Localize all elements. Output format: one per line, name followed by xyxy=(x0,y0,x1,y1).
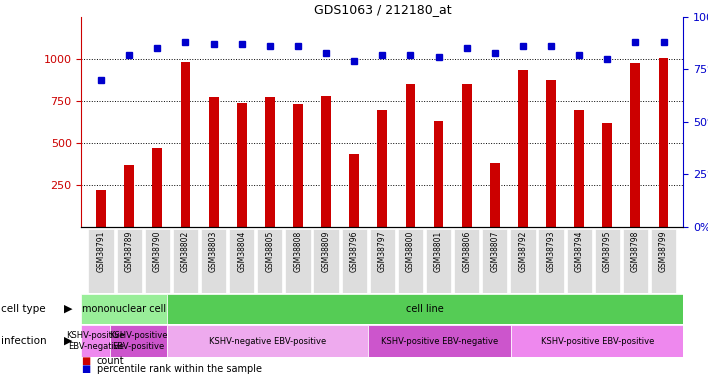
Text: mononuclear cell: mononuclear cell xyxy=(82,304,166,314)
Bar xyxy=(314,229,338,292)
Bar xyxy=(293,104,303,227)
Bar xyxy=(398,229,423,292)
Bar xyxy=(181,62,190,227)
Text: KSHV-positive EBV-positive: KSHV-positive EBV-positive xyxy=(541,337,654,346)
Bar xyxy=(658,58,668,227)
Bar xyxy=(88,229,114,292)
Bar xyxy=(209,97,219,227)
Bar xyxy=(81,325,110,357)
Text: KSHV-positive
EBV-negative: KSHV-positive EBV-negative xyxy=(67,332,125,351)
Bar xyxy=(117,229,142,292)
Bar xyxy=(490,163,500,227)
Title: GDS1063 / 212180_at: GDS1063 / 212180_at xyxy=(314,3,451,16)
Bar xyxy=(265,97,275,227)
Bar xyxy=(167,325,368,357)
Bar xyxy=(229,229,254,292)
Bar xyxy=(257,229,282,292)
Text: KSHV-positive EBV-negative: KSHV-positive EBV-negative xyxy=(381,337,498,346)
Text: GSM38790: GSM38790 xyxy=(153,231,162,272)
Bar xyxy=(603,123,612,227)
Text: infection: infection xyxy=(1,336,46,346)
Bar xyxy=(574,110,584,227)
Text: GSM38797: GSM38797 xyxy=(378,231,387,272)
Text: GSM38801: GSM38801 xyxy=(434,231,443,272)
Text: count: count xyxy=(97,356,125,366)
Bar xyxy=(81,294,167,324)
Text: GSM38807: GSM38807 xyxy=(491,231,499,272)
Text: KSHV-positive
EBV-positive: KSHV-positive EBV-positive xyxy=(110,332,168,351)
Bar xyxy=(370,229,395,292)
Bar xyxy=(462,84,472,227)
Bar xyxy=(433,121,443,227)
Text: GSM38798: GSM38798 xyxy=(631,231,640,272)
Bar xyxy=(144,229,170,292)
Bar xyxy=(349,154,359,227)
Bar xyxy=(125,165,134,227)
Bar xyxy=(406,84,416,227)
Text: KSHV-negative EBV-positive: KSHV-negative EBV-positive xyxy=(209,337,326,346)
Text: ▶: ▶ xyxy=(64,336,73,346)
Bar xyxy=(377,110,387,227)
Bar xyxy=(518,70,528,227)
Text: GSM38805: GSM38805 xyxy=(266,231,274,272)
Bar xyxy=(167,294,683,324)
Text: GSM38809: GSM38809 xyxy=(321,231,331,272)
Text: GSM38793: GSM38793 xyxy=(547,231,556,272)
Bar xyxy=(341,229,367,292)
Bar xyxy=(511,325,683,357)
Bar xyxy=(152,148,162,227)
Bar xyxy=(623,229,648,292)
Text: GSM38804: GSM38804 xyxy=(237,231,246,272)
Bar xyxy=(285,229,311,292)
Text: GSM38792: GSM38792 xyxy=(518,231,527,272)
Text: GSM38803: GSM38803 xyxy=(209,231,218,272)
Bar xyxy=(454,229,479,292)
Bar xyxy=(236,104,246,227)
Text: GSM38806: GSM38806 xyxy=(462,231,472,272)
Text: GSM38789: GSM38789 xyxy=(125,231,134,272)
Bar xyxy=(538,229,564,292)
Text: GSM38795: GSM38795 xyxy=(603,231,612,272)
Bar xyxy=(368,325,511,357)
Text: GSM38808: GSM38808 xyxy=(293,231,302,272)
Text: percentile rank within the sample: percentile rank within the sample xyxy=(97,364,262,374)
Text: GSM38794: GSM38794 xyxy=(575,231,583,272)
Text: cell type: cell type xyxy=(1,304,45,314)
Bar xyxy=(426,229,451,292)
Text: cell line: cell line xyxy=(406,304,444,314)
Bar xyxy=(110,325,167,357)
Bar xyxy=(173,229,198,292)
Bar xyxy=(595,229,620,292)
Bar xyxy=(482,229,508,292)
Bar xyxy=(321,96,331,227)
Text: GSM38799: GSM38799 xyxy=(659,231,668,272)
Bar xyxy=(631,63,640,227)
Text: GSM38791: GSM38791 xyxy=(96,231,105,272)
Text: ▶: ▶ xyxy=(64,304,73,314)
Text: GSM38802: GSM38802 xyxy=(181,231,190,272)
Bar xyxy=(651,229,676,292)
Bar xyxy=(546,80,556,227)
Bar xyxy=(96,190,106,227)
Text: ■: ■ xyxy=(81,356,91,366)
Bar xyxy=(566,229,592,292)
Text: GSM38796: GSM38796 xyxy=(350,231,359,272)
Bar xyxy=(510,229,535,292)
Text: ■: ■ xyxy=(81,364,91,374)
Text: GSM38800: GSM38800 xyxy=(406,231,415,272)
Bar xyxy=(201,229,227,292)
